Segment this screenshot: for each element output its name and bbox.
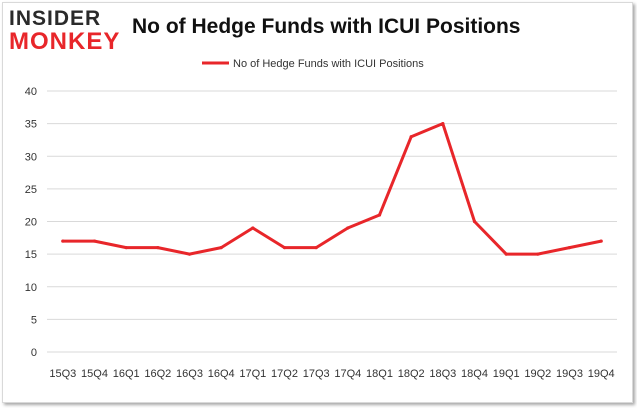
y-tick-label: 40 [25,86,37,98]
y-tick-label: 35 [25,119,37,131]
data-point [156,246,160,250]
x-tick-label: 17Q1 [239,368,266,380]
data-point [409,135,413,139]
legend: No of Hedge Funds with ICUI Positions [202,58,424,70]
x-tick-label: 17Q4 [334,368,361,380]
data-point [536,252,540,256]
data-point [377,213,382,217]
legend-label: No of Hedge Funds with ICUI Positions [233,58,424,70]
x-tick-label: 17Q3 [303,368,330,380]
y-tick-label: 25 [25,184,37,196]
data-point [187,252,192,256]
y-tick-label: 5 [31,314,37,326]
data-point [314,246,318,250]
data-point [504,252,508,256]
x-tick-label: 19Q4 [588,368,615,380]
x-axis-ticks: 15Q3 15Q4 16Q1 16Q2 16Q3 16Q4 17Q1 17Q2 17Q3 17Q4… [49,368,614,380]
x-tick-label: 18Q4 [461,368,488,380]
data-point [599,239,603,243]
y-tick-label: 0 [31,347,37,359]
y-tick-label: 20 [25,217,37,229]
x-tick-label: 16Q2 [144,368,171,380]
x-tick-label: 18Q1 [366,368,393,380]
data-point [346,226,350,230]
data-point [441,122,445,126]
data-point [124,246,128,250]
chart-title: No of Hedge Funds with ICUI Positions [132,15,521,38]
x-tick-label: 15Q3 [49,368,76,380]
chart-frame [2,2,633,403]
x-tick-label: 19Q1 [493,368,520,380]
data-point [567,246,572,250]
x-tick-label: 16Q3 [176,368,203,380]
series-layer [61,122,603,256]
x-tick-label: 16Q4 [208,368,235,380]
x-tick-label: 16Q1 [113,368,140,380]
y-tick-label: 15 [25,249,37,261]
y-tick-label: 30 [25,151,37,163]
insider-monkey-logo: INSIDER MONKEY [9,8,119,54]
x-tick-label: 17Q2 [271,368,298,380]
data-point [282,246,287,250]
data-point [251,226,255,230]
series-line [61,122,603,256]
gridlines [47,90,617,353]
y-tick-label: 10 [25,282,37,294]
x-tick-label: 19Q2 [524,368,551,380]
logo-line-1: INSIDER [9,7,102,30]
x-tick-label: 18Q2 [398,368,425,380]
data-point [472,219,477,224]
data-point [219,246,223,250]
x-tick-label: 15Q4 [81,368,108,380]
x-tick-label: 19Q3 [556,368,583,380]
logo-line-2: MONKEY [9,28,121,55]
x-tick-label: 18Q3 [429,368,456,380]
data-point [61,239,65,243]
y-axis-ticks: 0 5 10 15 20 25 30 35 40 [25,86,37,359]
data-point [92,239,97,243]
